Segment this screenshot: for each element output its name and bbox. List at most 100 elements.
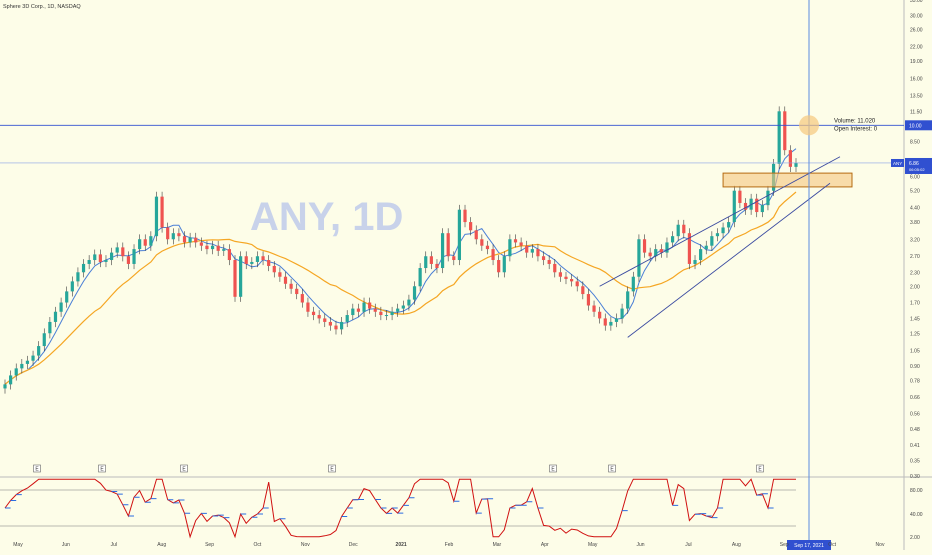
x-tick-label: May (13, 542, 23, 548)
x-tick-label: Dec (349, 542, 358, 548)
y-tick-label: 0.41 (910, 443, 920, 449)
x-tick-label: 2021 (396, 542, 407, 548)
candle-body (81, 263, 86, 273)
tooltip-marker (799, 115, 819, 136)
candle-body (581, 286, 585, 295)
candle-body (53, 311, 58, 322)
y-tick-label: 0.30 (910, 474, 920, 480)
y-tick-label: 3.20 (910, 237, 920, 243)
earnings-marker-label: E (35, 467, 39, 473)
candle-body (547, 260, 551, 264)
candle-body (351, 308, 355, 316)
candle-body (620, 308, 624, 319)
rsi-line (4, 478, 796, 539)
ma-fast-line (4, 148, 797, 385)
candle-body (306, 302, 310, 312)
y-tick-label: 11.50 (910, 109, 922, 115)
y-tick-label: 2.30 (910, 270, 920, 276)
candle-body (311, 311, 316, 316)
candle-body (519, 242, 523, 246)
earnings-marker (608, 464, 616, 473)
x-tick-label: Oct (828, 542, 836, 548)
candle-body (328, 321, 332, 326)
candle-body (42, 333, 46, 347)
x-tick-label: May (588, 542, 598, 548)
y-tick-label: 0.56 (910, 412, 920, 418)
sr-zone (722, 172, 853, 188)
candle-body (76, 272, 80, 282)
candle-body (182, 236, 187, 243)
x-tick-label: Feb (445, 542, 454, 548)
candle-body (171, 233, 175, 240)
candle-body (368, 302, 372, 309)
candle-body (760, 205, 764, 213)
candle-body (491, 249, 495, 261)
candle-body (575, 281, 579, 287)
earnings-marker-label: E (610, 467, 614, 473)
rsi-tick-label: 2.00 (910, 535, 920, 541)
y-tick-label: 19.00 (910, 59, 923, 65)
candle-body (592, 305, 596, 312)
level-tag-label: 10.00 (909, 123, 922, 129)
candle-body (345, 315, 349, 322)
candle-body (283, 276, 288, 284)
y-tick-label: 35.00 (910, 0, 923, 4)
candle-body (564, 276, 568, 280)
x-tick-label: Jun (637, 542, 645, 548)
candle-body (25, 360, 30, 364)
candle-body (783, 111, 787, 151)
candle-body (295, 288, 299, 295)
candle-body (396, 308, 400, 312)
level-tag (905, 120, 932, 131)
candle-body (384, 315, 389, 317)
candle-body (87, 260, 91, 264)
current-price-label: 6.86 (909, 161, 919, 167)
y-tick-label: 26.00 (910, 28, 923, 34)
cursor-date-label: Sep 17, 2021 (794, 543, 824, 549)
candle-body (687, 233, 692, 264)
candle-body (31, 355, 35, 361)
trend-line-upper (599, 156, 841, 287)
rsi-tick-label: 80.00 (910, 488, 923, 494)
candle-body (603, 318, 607, 326)
candle-body (738, 190, 742, 203)
candle-body (457, 209, 462, 261)
candle-body (3, 384, 7, 389)
y-tick-label: 1.05 (910, 349, 920, 355)
earnings-marker-label: E (330, 467, 334, 473)
candle-body (104, 260, 108, 262)
candle-body (570, 279, 574, 282)
y-tick-label: 1.70 (910, 301, 920, 307)
x-tick-label: Jul (111, 542, 117, 548)
y-tick-label: 0.66 (910, 395, 920, 401)
candle-body (553, 263, 557, 273)
candle-body (177, 233, 181, 237)
candle-body (755, 198, 759, 213)
y-tick-label: 2.70 (910, 254, 920, 260)
candle-body (199, 242, 203, 246)
x-tick-label: Mar (493, 542, 502, 548)
candle-body (704, 245, 708, 250)
candle-body (424, 256, 428, 269)
candle-body (407, 299, 411, 306)
candle-body (401, 305, 405, 309)
candle-body (446, 233, 450, 257)
candle-body (710, 236, 714, 246)
y-tick-label: 4.40 (910, 205, 920, 211)
candle-body (626, 291, 630, 309)
price-symbol-label: ANY (893, 161, 902, 166)
earnings-marker (756, 464, 764, 473)
candle-body (412, 286, 417, 300)
candle-body (9, 375, 13, 385)
tooltip-volume: Volume: 11.020 (834, 118, 876, 124)
candle-body (216, 245, 220, 251)
x-tick-label: Apr (541, 542, 549, 548)
earnings-marker-label: E (100, 467, 104, 473)
candles (3, 106, 798, 394)
candle-body (732, 190, 736, 223)
candle-body (508, 239, 512, 257)
candle-body (631, 276, 635, 292)
